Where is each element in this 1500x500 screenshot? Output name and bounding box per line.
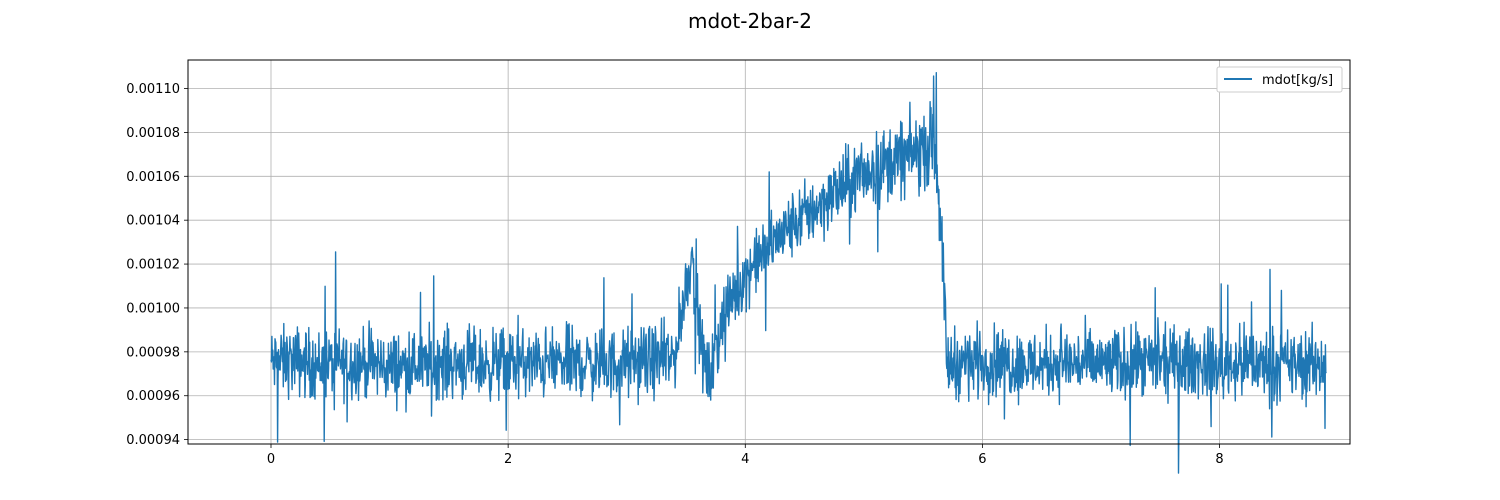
x-tick-label: 4: [741, 452, 749, 467]
legend: mdot[kg/s]: [1216, 66, 1343, 93]
y-tick-label: 0.00100: [126, 301, 180, 316]
y-tick-label: 0.00108: [126, 126, 180, 141]
y-tick-label: 0.00096: [126, 389, 180, 404]
legend-box: [1216, 66, 1343, 93]
y-axis: 0.00094 0.00096 0.00098 0.00100 0.00102 0.001…: [126, 82, 188, 448]
x-tick-label: 2: [504, 452, 512, 467]
y-tick-label: 0.00098: [126, 345, 180, 360]
y-tick-label: 0.00110: [126, 82, 180, 97]
series-layer: [270, 72, 1327, 474]
y-tick-label: 0.00104: [126, 214, 180, 229]
x-axis: 0 2 4 6 8: [267, 444, 1224, 467]
y-tick-label: 0.00102: [126, 258, 180, 273]
x-tick-label: 0: [267, 452, 275, 467]
chart-title: mdot-2bar-2: [688, 9, 812, 33]
y-tick-label: 0.00094: [126, 433, 180, 448]
legend-label: mdot[kg/s]: [1262, 73, 1333, 88]
plot-frame: [187, 59, 1351, 445]
x-tick-label: 6: [978, 452, 986, 467]
series-line: [270, 72, 1327, 474]
x-tick-label: 8: [1215, 452, 1223, 467]
y-tick-label: 0.00106: [126, 170, 180, 185]
grid: [188, 60, 1350, 444]
